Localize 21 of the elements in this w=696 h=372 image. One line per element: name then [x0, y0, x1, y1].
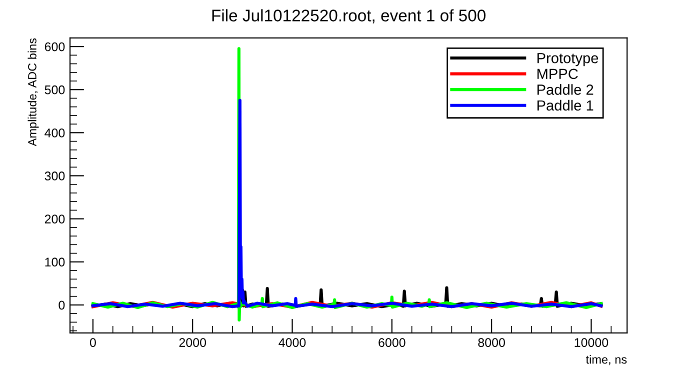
y-tick-label: 200	[44, 214, 65, 224]
legend-label: MPPC	[537, 68, 578, 80]
y-axis-title: Amplitude, ADC bins	[28, 38, 39, 146]
y-tick-label: 300	[44, 172, 65, 180]
y-tick-label: 400	[44, 128, 65, 138]
x-tick-label: 2000	[179, 338, 206, 347]
legend-label: Paddle 1	[537, 100, 594, 111]
x-tick-label: 4000	[278, 338, 306, 347]
x-tick-label: 6000	[378, 338, 406, 347]
y-tick-label: 100	[45, 258, 65, 267]
x-tick-label: 0	[90, 338, 96, 347]
x-tick-label: 10000	[574, 338, 608, 347]
x-axis-title: time, ns	[586, 355, 627, 366]
line-series	[91, 98, 603, 308]
chart-title: File Jul10122520.root, event 1 of 500	[212, 9, 486, 24]
legend-label: Paddle 2	[537, 84, 594, 95]
y-tick-label: 500	[44, 85, 65, 94]
y-tick-label: 0	[58, 300, 65, 310]
y-tick-label: 600	[44, 42, 65, 52]
x-tick-label: 8000	[478, 338, 505, 347]
legend-label: Prototype	[537, 53, 598, 66]
